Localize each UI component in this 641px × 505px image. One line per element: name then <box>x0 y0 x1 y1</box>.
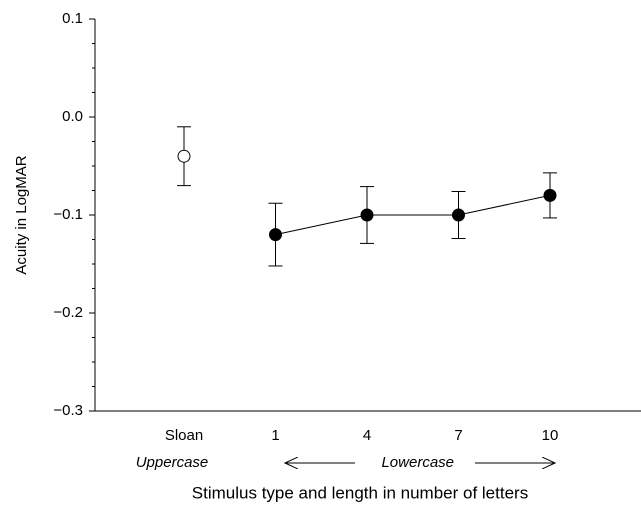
x-tick-label: 4 <box>363 427 371 444</box>
x-tick-label: 10 <box>542 427 559 444</box>
y-tick-label: −0.2 <box>53 304 83 321</box>
y-tick-label: 0.0 <box>62 108 83 125</box>
line <box>275 194 551 236</box>
group-label: Lowercase <box>381 454 454 471</box>
marker <box>452 208 465 222</box>
y-tick-label: −0.3 <box>53 402 83 419</box>
marker <box>269 228 282 242</box>
x-tick-label: 1 <box>271 427 279 444</box>
x-axis-label: Stimulus type and length in number of le… <box>192 483 528 502</box>
marker <box>360 208 374 222</box>
y-tick-label: −0.1 <box>53 206 83 223</box>
y-tick-label: 0.1 <box>62 10 83 27</box>
group-label: Uppercase <box>136 454 209 471</box>
y-axis-label: Acuity in LogMAR <box>13 155 30 274</box>
marker <box>543 188 557 202</box>
marker <box>177 149 191 163</box>
x-tick-label: 7 <box>454 427 462 444</box>
x-tick-label: Sloan <box>165 427 203 444</box>
